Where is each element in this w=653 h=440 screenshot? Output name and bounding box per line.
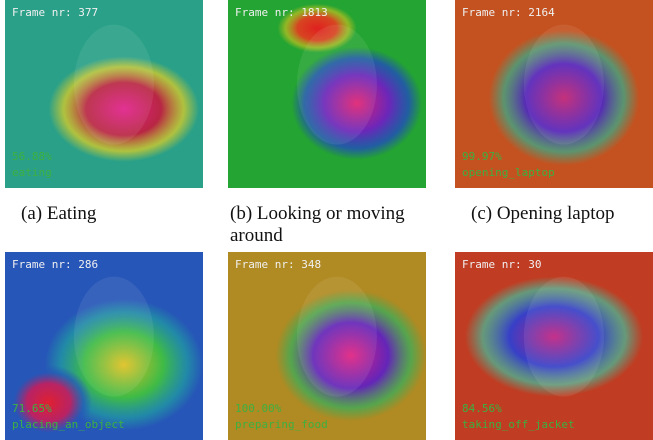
heatmap: Frame nr: 348 100.00% preparing_food — [228, 252, 426, 440]
frame-number: Frame nr: 286 — [12, 258, 98, 271]
predicted-label: opening_laptop — [462, 166, 555, 179]
predicted-label: placing_an_object — [12, 418, 125, 431]
figure: {"panels": [ {"frame": "Frame nr: 377", … — [0, 0, 653, 440]
frame-number: Frame nr: 348 — [235, 258, 321, 271]
heatmap: Frame nr: 2164 99.97% opening_laptop — [455, 0, 653, 188]
person-silhouette — [74, 25, 154, 145]
heatmap: Frame nr: 286 71.65% placing_an_object — [5, 252, 203, 440]
confidence: 56.88% — [12, 150, 52, 163]
frame-number: Frame nr: 1813 — [235, 6, 328, 19]
heatmap: Frame nr: 30 84.56% taking_off_jacket — [455, 252, 653, 440]
confidence: 100.00% — [235, 402, 282, 415]
subfigure-caption: (b) Looking or moving around — [230, 203, 435, 247]
predicted-label: eating — [12, 166, 52, 179]
person-silhouette — [74, 277, 154, 397]
heatmap-panel: Frame nr: 377 56.88% eating — [5, 0, 203, 188]
confidence: 99.97% — [462, 150, 502, 163]
person-silhouette — [524, 25, 604, 145]
frame-number: Frame nr: 377 — [12, 6, 98, 19]
person-silhouette — [297, 25, 377, 145]
heatmap-panel: Frame nr: 1813 — [228, 0, 426, 188]
frame-number: Frame nr: 30 — [462, 258, 541, 271]
heatmap-panel: Frame nr: 2164 99.97% opening_laptop — [455, 0, 653, 188]
predicted-label: preparing_food — [235, 418, 328, 431]
frame-number: Frame nr: 2164 — [462, 6, 555, 19]
person-silhouette — [524, 277, 604, 397]
confidence: 84.56% — [462, 402, 502, 415]
heatmap: Frame nr: 1813 — [228, 0, 426, 188]
heatmap-panel: Frame nr: 286 71.65% placing_an_object — [5, 252, 203, 440]
subfigure-caption: (a) Eating — [21, 203, 226, 225]
person-silhouette — [297, 277, 377, 397]
heatmap-panel: Frame nr: 30 84.56% taking_off_jacket — [455, 252, 653, 440]
confidence: 71.65% — [12, 402, 52, 415]
heatmap: Frame nr: 377 56.88% eating — [5, 0, 203, 188]
subfigure-caption: (c) Opening laptop — [471, 203, 653, 225]
predicted-label: taking_off_jacket — [462, 418, 575, 431]
heatmap-panel: Frame nr: 348 100.00% preparing_food — [228, 252, 426, 440]
